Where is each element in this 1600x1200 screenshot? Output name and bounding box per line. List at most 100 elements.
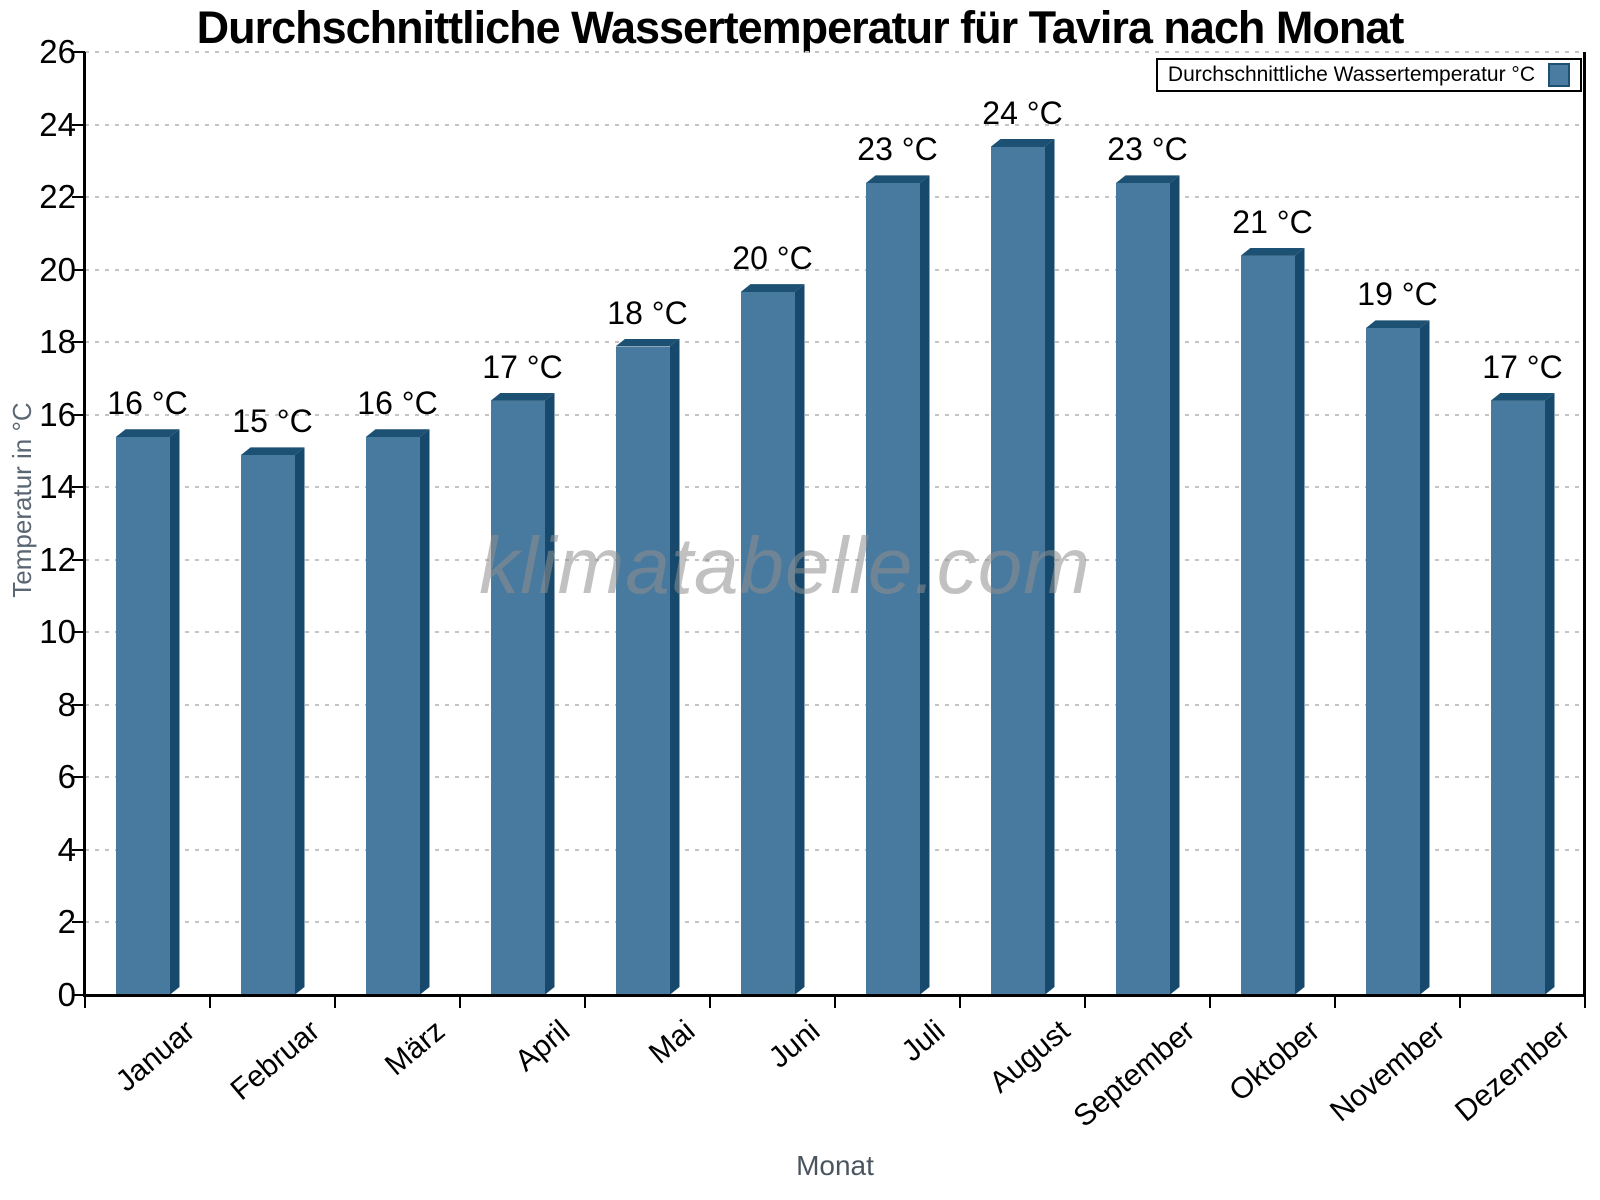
y-tick — [72, 776, 85, 779]
bar-side-face — [295, 447, 305, 995]
bar-face — [740, 292, 795, 995]
bar-value-label: 19 °C — [1357, 276, 1438, 313]
y-tick — [72, 558, 85, 561]
bar-top-face — [1241, 248, 1305, 256]
y-tick — [72, 631, 85, 634]
y-gridline — [85, 558, 1585, 561]
bar-value-label: 17 °C — [482, 348, 563, 385]
bar-face — [365, 437, 420, 995]
bar-top-face — [491, 393, 555, 401]
y-tick — [72, 703, 85, 706]
bar-face — [990, 147, 1045, 995]
x-tick — [1084, 995, 1086, 1008]
bar-top-face — [241, 447, 305, 455]
bar-face — [1365, 328, 1420, 995]
y-gridline — [85, 776, 1585, 779]
bar-value-label: 23 °C — [857, 131, 938, 168]
chart-title: Durchschnittliche Wassertemperatur für T… — [196, 2, 1405, 53]
bar-side-face — [920, 175, 930, 995]
x-tick — [1584, 995, 1586, 1008]
x-tick — [584, 995, 586, 1008]
bar-top-face — [1116, 175, 1180, 183]
bar-value-label: 24 °C — [982, 95, 1063, 132]
y-gridline — [85, 51, 1585, 53]
y-gridline — [85, 196, 1585, 199]
y-gridline — [85, 268, 1585, 271]
bar-top-face — [1491, 393, 1555, 401]
y-tick-label: 18 — [39, 323, 76, 361]
bar-top-face — [116, 429, 180, 437]
y-tick-label: 4 — [57, 830, 76, 868]
bar-value-label: 16 °C — [357, 385, 438, 422]
bar-side-face — [1295, 248, 1305, 995]
bar-side-face — [1045, 139, 1055, 995]
y-gridline — [85, 848, 1585, 851]
y-tick — [72, 268, 85, 271]
y-tick — [72, 486, 85, 489]
x-tick — [459, 995, 461, 1008]
y-tick — [72, 921, 85, 924]
bar-side-face — [795, 284, 805, 995]
bar-value-label: 18 °C — [607, 294, 688, 331]
y-tick-label: 26 — [39, 33, 76, 70]
bar-top-face — [1366, 320, 1430, 328]
y-tick — [72, 341, 85, 344]
x-tick — [959, 995, 961, 1008]
bar-side-face — [420, 429, 430, 995]
x-tick — [1334, 995, 1336, 1008]
x-tick — [334, 995, 336, 1008]
x-tick — [84, 995, 86, 1008]
bar-side-face — [170, 429, 180, 995]
legend-swatch-icon — [1548, 63, 1570, 87]
bar-face — [865, 183, 920, 995]
bar-side-face — [1170, 175, 1180, 995]
y-tick-label: 10 — [39, 613, 76, 651]
y-tick — [72, 994, 85, 996]
bar-value-label: 20 °C — [732, 240, 813, 277]
y-gridline — [85, 921, 1585, 924]
y-tick-label: 2 — [57, 903, 76, 941]
y-tick-label: 0 — [57, 976, 76, 1013]
bar-side-face — [1545, 393, 1555, 995]
x-tick — [209, 995, 211, 1008]
y-tick-label: 14 — [39, 468, 76, 506]
y-gridline — [85, 413, 1585, 416]
y-tick — [72, 51, 85, 53]
bar-value-label: 23 °C — [1107, 131, 1188, 168]
bar-face — [490, 400, 545, 995]
bar-face — [1115, 183, 1170, 995]
bar-side-face — [1420, 320, 1430, 995]
bar-value-label: 17 °C — [1482, 348, 1563, 385]
y-gridline — [85, 341, 1585, 344]
bar-face — [615, 346, 670, 995]
bar-face — [115, 437, 170, 995]
bar-top-face — [991, 139, 1055, 147]
bar-top-face — [741, 284, 805, 292]
y-tick-label: 24 — [39, 105, 76, 143]
bar-value-label: 16 °C — [107, 385, 188, 422]
y-tick-label: 12 — [39, 540, 76, 578]
y-axis-line — [83, 52, 86, 997]
y-gridline — [85, 123, 1585, 126]
bar-value-label: 15 °C — [232, 403, 313, 440]
plot-right-border — [1583, 52, 1586, 997]
y-gridline — [85, 631, 1585, 634]
bar-face — [1490, 400, 1545, 995]
bar-top-face — [616, 339, 680, 347]
bar-face — [1240, 255, 1295, 995]
legend-label: Durchschnittliche Wassertemperatur °C — [1167, 63, 1535, 86]
y-tick-label: 22 — [39, 178, 76, 216]
y-tick — [72, 848, 85, 851]
bar-top-face — [866, 175, 930, 183]
legend: Durchschnittliche Wassertemperatur °C — [1155, 58, 1582, 92]
y-tick — [72, 196, 85, 199]
y-tick-label: 20 — [39, 250, 76, 288]
x-tick — [834, 995, 836, 1008]
y-gridline — [85, 703, 1585, 706]
bar-value-label: 21 °C — [1232, 203, 1313, 240]
y-gridline — [85, 486, 1585, 489]
y-tick — [72, 123, 85, 126]
y-tick-label: 6 — [57, 758, 76, 796]
